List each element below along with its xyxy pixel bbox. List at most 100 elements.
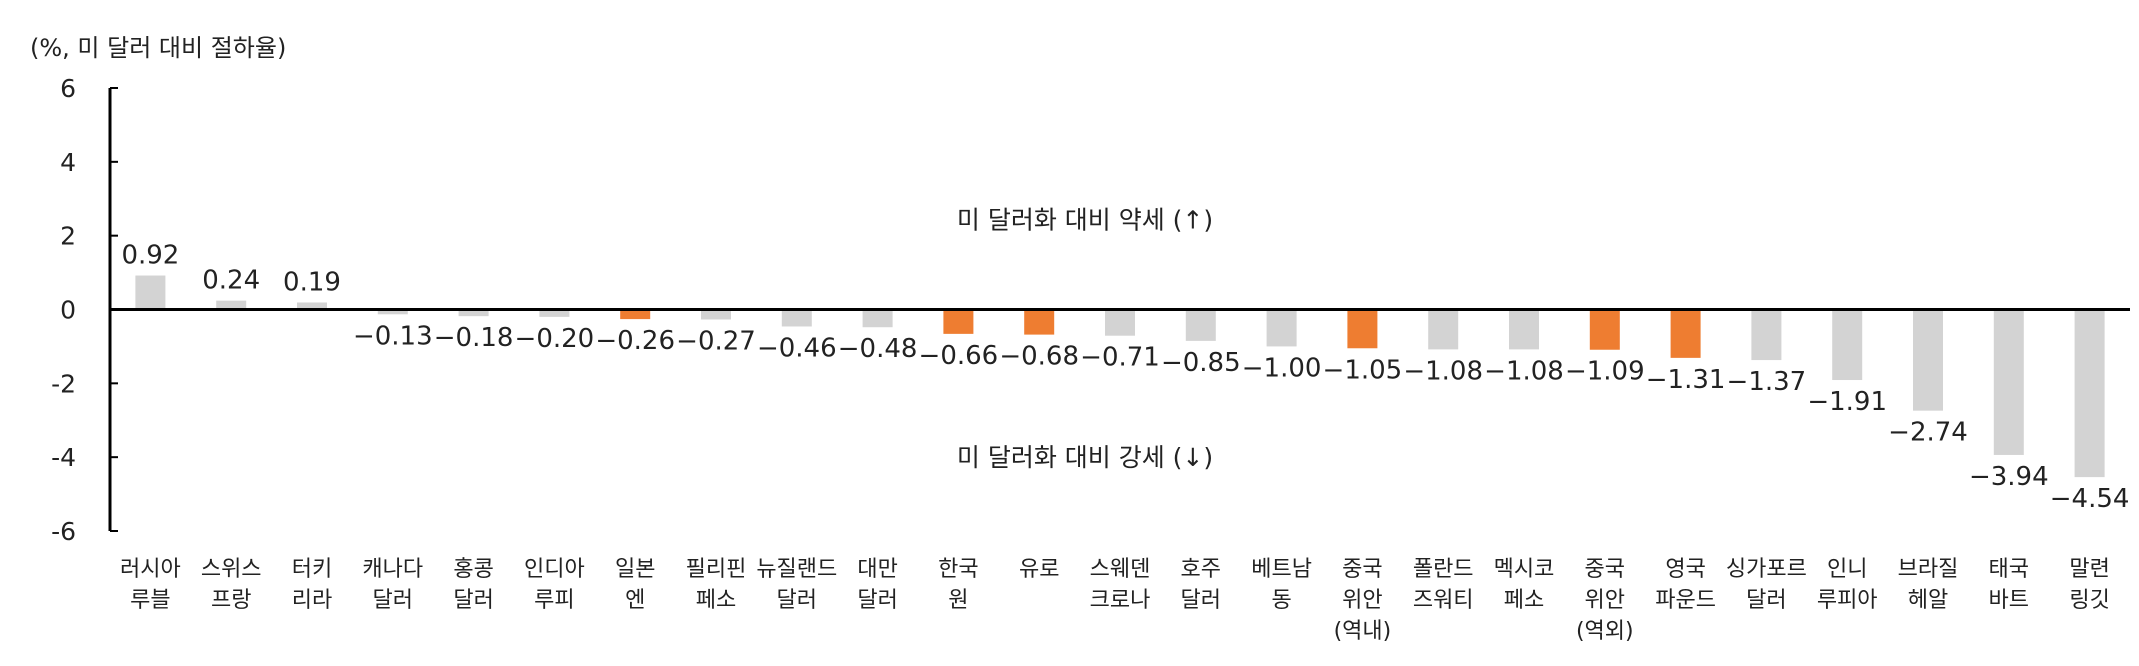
bar (377, 309, 408, 315)
bar (943, 309, 974, 334)
x-tick-label: 달러 (373, 588, 413, 613)
x-tick-label: 리라 (292, 588, 332, 613)
x-tick-label: 폴란드 (1413, 557, 1474, 582)
x-tick-label: 중국 (1342, 557, 1382, 582)
data-label: 0.24 (202, 266, 260, 296)
bar (620, 309, 651, 320)
x-tick-label: 터키 (292, 557, 332, 582)
x-tick-label: 태국 (1989, 557, 2029, 582)
x-tick-label: 크로나 (1090, 588, 1151, 613)
data-label: −1.31 (1646, 365, 1726, 395)
data-label: −1.91 (1807, 387, 1887, 417)
data-label: −3.94 (1969, 462, 2049, 492)
bar (1266, 309, 1297, 347)
bar (1185, 309, 1216, 341)
x-tick-label: 베트남 (1251, 557, 1312, 582)
x-tick-label: 중국 (1585, 557, 1625, 582)
x-tick-label: 원 (948, 588, 968, 613)
x-tick-label: 영국 (1665, 557, 1705, 582)
y-tick-label: -4 (51, 443, 76, 472)
x-tick-label: 말련 (2069, 557, 2109, 582)
data-label: −1.09 (1565, 357, 1645, 387)
x-tick-label: 루블 (130, 588, 170, 613)
x-tick-label: 스웨덴 (1090, 557, 1151, 582)
x-tick-label: 프랑 (211, 588, 251, 613)
x-tick-label: 일본 (615, 557, 655, 582)
x-tick-label: 페소 (1504, 588, 1544, 613)
bar (1105, 309, 1135, 336)
unit-label: (%, 미 달러 대비 절하율) (30, 34, 287, 62)
x-tick-label: 달러 (1181, 588, 1221, 613)
x-tick-label: 한국 (938, 557, 978, 582)
x-tick-label: 러시아 (120, 557, 181, 582)
x-tick-label: (역내) (1334, 619, 1392, 644)
bar (1832, 309, 1863, 381)
data-label: −1.00 (1242, 353, 1322, 383)
x-tick-label: 브라질 (1898, 557, 1959, 582)
x-tick-label: 위안 (1585, 588, 1625, 613)
data-label: −1.37 (1727, 367, 1807, 397)
data-label: 0.92 (121, 241, 179, 271)
data-label: −0.26 (595, 326, 675, 356)
bar (1428, 309, 1459, 350)
x-tick-label: 홍콩 (453, 557, 493, 582)
x-tick-label: 위안 (1342, 588, 1382, 613)
y-tick-label: 6 (60, 74, 76, 103)
x-tick-label: 바트 (1989, 588, 2029, 613)
data-label: −2.74 (1888, 418, 1968, 448)
data-label: −0.68 (999, 342, 1079, 372)
x-tick-label: 뉴질랜드 (756, 557, 837, 582)
x-tick-label: 파운드 (1655, 588, 1716, 613)
data-label: 0.19 (283, 267, 341, 297)
bar (1670, 309, 1701, 358)
y-tick-label: -6 (51, 517, 76, 546)
x-tick-label: 싱가포르 (1726, 557, 1807, 582)
x-tick-label: 동 (1271, 588, 1291, 613)
y-tick-label: -2 (51, 369, 76, 398)
x-tick-label: 달러 (453, 588, 493, 613)
x-tick-label: 필리핀 (686, 557, 747, 582)
x-tick-label: 인디아 (524, 557, 585, 582)
x-tick-label: 루피 (534, 588, 574, 613)
bar (701, 309, 731, 320)
bar (1589, 309, 1620, 350)
x-tick-label: 달러 (777, 588, 817, 613)
bar (1913, 309, 1943, 411)
x-tick-label: 루피아 (1817, 588, 1878, 613)
bar (781, 309, 812, 327)
x-tick-label: (역외) (1576, 619, 1634, 644)
x-tick-label: 유로 (1019, 557, 1059, 582)
y-tick-label: 4 (60, 148, 76, 177)
data-label: −1.08 (1403, 356, 1483, 386)
bar (297, 302, 327, 310)
data-label: −0.71 (1080, 343, 1160, 373)
bar (2074, 309, 2105, 478)
annotation-strong: 미 달러화 대비 강세 (↓) (957, 443, 1213, 472)
x-tick-label: 달러 (1746, 588, 1786, 613)
data-label: −0.27 (676, 326, 756, 356)
bar (539, 309, 570, 317)
x-tick-label: 페소 (696, 588, 736, 613)
x-tick-label: 인니 (1827, 557, 1867, 582)
bar (1347, 309, 1378, 349)
x-tick-label: 스위스 (201, 557, 262, 582)
x-tick-label: 캐나다 (362, 557, 423, 582)
data-label: −0.85 (1161, 348, 1241, 378)
bar (1509, 309, 1539, 350)
data-label: −0.13 (353, 321, 433, 351)
bar (862, 309, 893, 328)
bar (216, 300, 247, 310)
data-label: −0.46 (757, 333, 837, 363)
x-tick-label: 엔 (625, 588, 645, 613)
data-label: −4.54 (2050, 484, 2130, 514)
bar (1024, 309, 1055, 335)
x-tick-label: 링깃 (2069, 588, 2109, 613)
y-tick-label: 2 (60, 222, 76, 251)
data-label: −1.05 (1323, 355, 1403, 385)
x-tick-label: 달러 (857, 588, 897, 613)
bar (135, 275, 166, 310)
data-label: −1.08 (1484, 356, 1564, 386)
x-tick-label: 헤알 (1908, 588, 1948, 613)
bar (1993, 309, 2024, 455)
